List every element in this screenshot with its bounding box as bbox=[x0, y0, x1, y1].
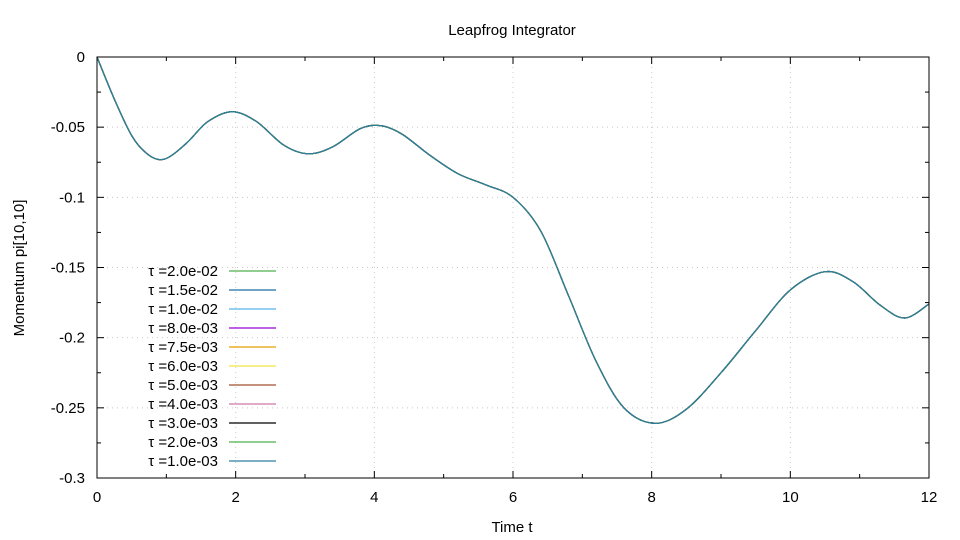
x-tick-label: 6 bbox=[509, 489, 517, 506]
axis-ticks bbox=[96, 56, 930, 479]
x-tick-label: 2 bbox=[231, 489, 239, 506]
legend-entry-label: τ =8.0e-03 bbox=[148, 320, 218, 337]
legend-entry-label: τ =1.0e-03 bbox=[148, 453, 218, 470]
x-tick-label: 4 bbox=[370, 489, 378, 506]
legend-entry-label: τ =1.0e-02 bbox=[148, 301, 218, 318]
chart-title: Leapfrog Integrator bbox=[448, 22, 576, 39]
y-tick-label: 0 bbox=[77, 49, 85, 66]
y-tick-label: -0.1 bbox=[59, 189, 85, 206]
y-axis-label: Momentum pi[10,10] bbox=[11, 200, 28, 337]
x-tick-label: 0 bbox=[93, 489, 101, 506]
y-tick-label: -0.3 bbox=[59, 470, 85, 487]
y-tick-label: -0.05 bbox=[51, 119, 85, 136]
x-tick-label: 8 bbox=[647, 489, 655, 506]
legend-entry-label: τ =1.5e-02 bbox=[148, 282, 218, 299]
y-tick-label: -0.15 bbox=[51, 260, 85, 277]
x-tick-label: 12 bbox=[921, 489, 938, 506]
y-tick-labels: 0 -0.05 -0.1 -0.15 -0.2 -0.25 -0.3 bbox=[51, 49, 85, 487]
legend-entry-label: τ =4.0e-03 bbox=[148, 396, 218, 413]
legend-entry-label: τ =3.0e-03 bbox=[148, 415, 218, 432]
legend-entry-label: τ =5.0e-03 bbox=[148, 377, 218, 394]
y-tick-label: -0.25 bbox=[51, 400, 85, 417]
legend-entry-label: τ =2.0e-03 bbox=[148, 434, 218, 451]
legend-entry-label: τ =7.5e-03 bbox=[148, 339, 218, 356]
x-axis-label: Time t bbox=[491, 519, 533, 536]
series-lines bbox=[96, 56, 930, 424]
legend-entry-label: τ =2.0e-02 bbox=[148, 263, 218, 280]
y-tick-label: -0.2 bbox=[59, 330, 85, 347]
series-line-11 bbox=[96, 56, 930, 424]
legend-entry-label: τ =6.0e-03 bbox=[148, 358, 218, 375]
x-tick-labels: 0 2 4 6 8 10 12 bbox=[93, 489, 938, 506]
x-tick-label: 10 bbox=[782, 489, 799, 506]
legend: τ =2.0e-02 τ =1.5e-02 τ =1.0e-02 τ =8.0e-03… bbox=[148, 263, 276, 470]
